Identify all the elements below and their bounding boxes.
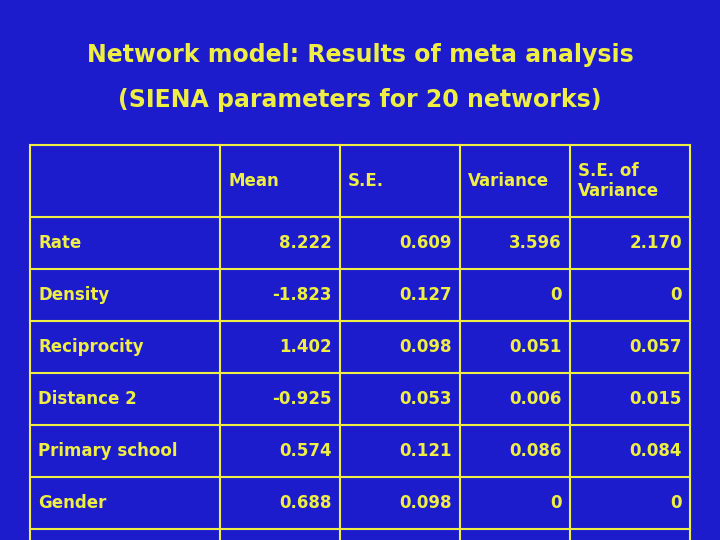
Text: 0.053: 0.053: [400, 390, 452, 408]
Text: Network model: Results of meta analysis: Network model: Results of meta analysis: [86, 43, 634, 67]
Text: 0.057: 0.057: [629, 338, 682, 356]
Text: 8.222: 8.222: [279, 234, 332, 252]
Text: 0: 0: [551, 494, 562, 512]
Text: 0.609: 0.609: [400, 234, 452, 252]
Text: 0.688: 0.688: [279, 494, 332, 512]
Text: 0.084: 0.084: [629, 442, 682, 460]
Text: Gender: Gender: [38, 494, 107, 512]
Text: -0.925: -0.925: [272, 390, 332, 408]
Text: Primary school: Primary school: [38, 442, 178, 460]
Text: (SIENA parameters for 20 networks): (SIENA parameters for 20 networks): [118, 88, 602, 112]
Text: Rate: Rate: [38, 234, 81, 252]
Text: 0.086: 0.086: [510, 442, 562, 460]
Text: S.E. of
Variance: S.E. of Variance: [578, 161, 659, 200]
Text: Density: Density: [38, 286, 109, 304]
Text: S.E.: S.E.: [348, 172, 384, 190]
Text: 0.098: 0.098: [400, 338, 452, 356]
Text: 1.402: 1.402: [279, 338, 332, 356]
Text: 0: 0: [551, 286, 562, 304]
Text: Distance 2: Distance 2: [38, 390, 137, 408]
Text: 0.574: 0.574: [279, 442, 332, 460]
Text: 2.170: 2.170: [629, 234, 682, 252]
Text: 0.051: 0.051: [510, 338, 562, 356]
Bar: [30, 145, 690, 540]
Text: 0.127: 0.127: [400, 286, 452, 304]
Text: 0.006: 0.006: [510, 390, 562, 408]
Text: 0: 0: [670, 286, 682, 304]
Text: Variance: Variance: [468, 172, 549, 190]
Text: -1.823: -1.823: [272, 286, 332, 304]
Text: Reciprocity: Reciprocity: [38, 338, 143, 356]
Text: 0.121: 0.121: [400, 442, 452, 460]
Text: 0: 0: [670, 494, 682, 512]
Text: 0.098: 0.098: [400, 494, 452, 512]
Text: 0.015: 0.015: [629, 390, 682, 408]
Text: Mean: Mean: [228, 172, 279, 190]
Text: 3.596: 3.596: [509, 234, 562, 252]
